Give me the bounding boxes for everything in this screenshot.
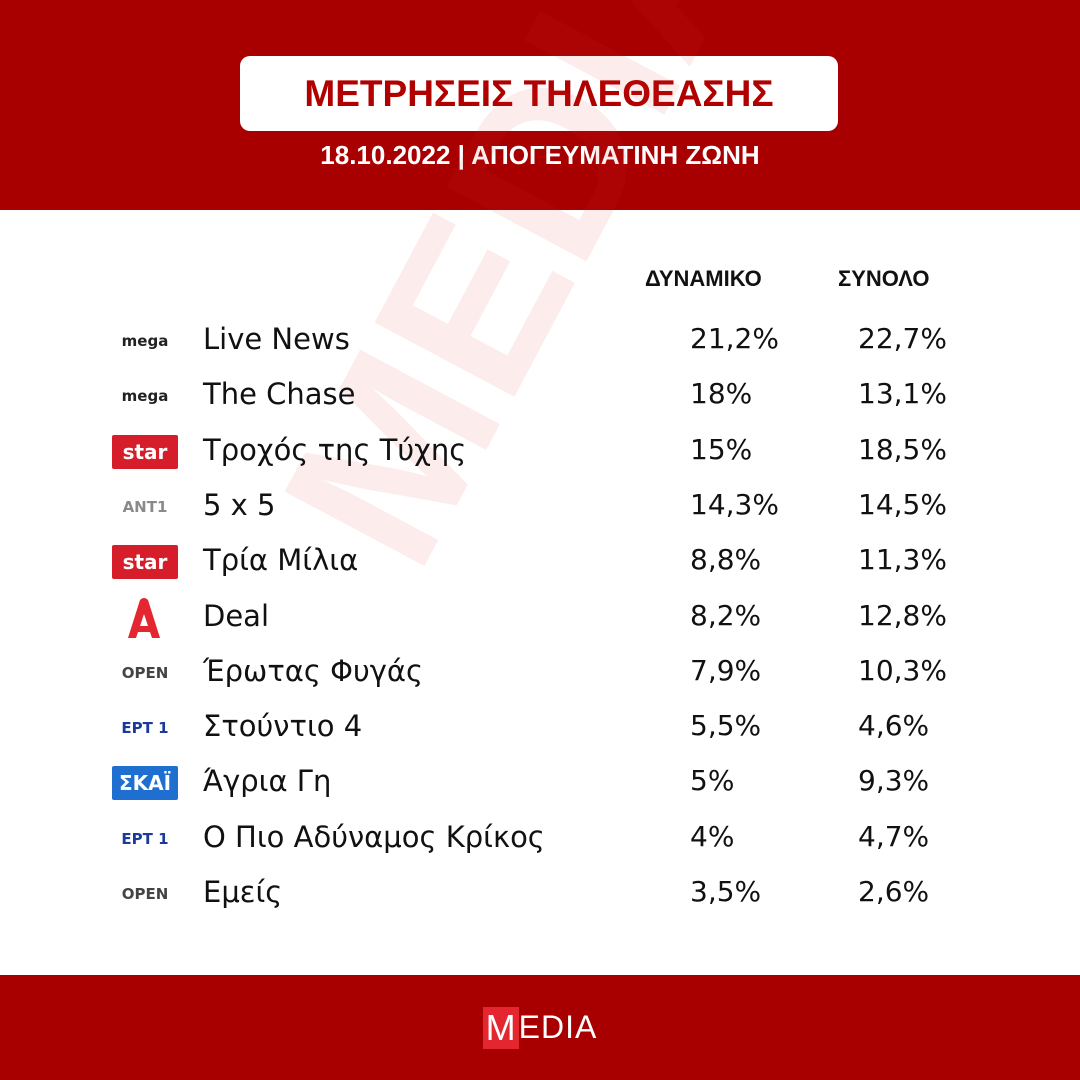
rating-value: 14,3% [690,487,779,521]
show-name: Στούντιο 4 [203,709,363,744]
channel-logo: ANT1 [122,497,168,516]
rating-value: 12,8% [858,598,947,632]
show-name: Ο Πιο Αδύναμος Κρίκος [203,819,545,854]
show-name: Deal [203,598,270,633]
table-row: ΕΡΤ 1 Στούντιο 4 5,5% 4,6% [0,703,1080,753]
logo-shape [128,597,160,638]
rating-value: 4% [690,819,735,853]
channel-logo: ΣΚΑΪ [112,766,178,801]
table-row: star Τροχός της Τύχης 15% 18,5% [0,427,1080,477]
rating-value: 15% [690,432,753,466]
table-row: Deal 8,2% 12,8% [0,593,1080,643]
show-name: The Chase [203,377,356,412]
rating-value: 2,6% [858,875,930,908]
show-name: Εμείς [203,875,283,909]
rating-value: 11,3% [858,543,947,577]
rating-value: 14,5% [858,487,947,521]
rating-value: 22,7% [858,322,947,355]
rating-value: 13,1% [858,377,947,411]
rating-value: 18,5% [858,432,947,466]
show-name: Live News [203,322,350,356]
show-name: Τρία Μίλια [203,543,359,578]
rating-value: 7,9% [690,653,762,687]
rating-value: 8,2% [690,598,762,632]
subtitle: 18.10.2022 | ΑΠΟΓΕΥΜΑΤΙΝΗ ΖΩΝΗ [320,140,760,170]
rating-value: 5,5% [690,709,762,743]
show-name: Τροχός της Τύχης [203,432,467,467]
table-row: mega Live News 21,2% 22,7% [0,316,1080,366]
show-name: 5 x 5 [203,487,276,522]
rating-value: 5% [690,764,735,798]
channel-logo: OPEN [121,663,169,682]
rating-value: 4,7% [858,819,930,853]
footer: M EDIA [0,975,1080,1080]
rating-value: 8,8% [690,543,762,577]
channel-logo: star [112,545,178,580]
table-row: mega The Chase 18% 13,1% [0,371,1080,421]
title: ΜΕΤΡΗΣΕΙΣ ΤΗΛΕΘΕΑΣΗΣ [304,72,774,114]
channel-logo: mega [121,387,169,406]
channel-logo: star [112,434,178,469]
table-row: ΣΚΑΪ Άγρια Γη 5% 9,3% [0,758,1080,808]
channel-logo: mega [121,332,169,350]
table-row: ANT1 5 x 5 14,3% 14,5% [0,482,1080,532]
rating-value: 21,2% [690,322,779,355]
rating-value: 10,3% [858,653,947,687]
column-header: ΣΥΝΟΛΟ [838,266,930,291]
header-band: ΜΕΤΡΗΣΕΙΣ ΤΗΛΕΘΕΑΣΗΣ 18.10.2022 | ΑΠΟΓΕΥ… [0,0,1080,210]
channel-logo [128,597,160,638]
rating-value: 3,5% [690,875,762,908]
show-name: Έρωτας Φυγάς [203,653,424,688]
channel-logo: ΕΡΤ 1 [121,829,169,848]
title-box: ΜΕΤΡΗΣΕΙΣ ΤΗΛΕΘΕΑΣΗΣ [240,56,838,131]
channel-logo: ΕΡΤ 1 [121,719,169,738]
footer-logo-mark: M [482,1006,519,1049]
rating-value: 9,3% [858,764,930,798]
show-name: Άγρια Γη [203,764,332,799]
table-row: ΕΡΤ 1 Ο Πιο Αδύναμος Κρίκος 4% 4,7% [0,814,1080,864]
footer-logo-text: EDIA [518,1009,598,1045]
table-row: star Τρία Μίλια 8,8% 11,3% [0,537,1080,587]
table-row: OPEN Εμείς 3,5% 2,6% [0,869,1080,919]
channel-logo: OPEN [121,885,169,903]
rating-value: 4,6% [858,709,930,743]
table-row: OPEN Έρωτας Φυγάς 7,9% 10,3% [0,648,1080,698]
rating-value: 18% [690,377,753,411]
column-header: ΔΥΝΑΜΙΚΟ [645,266,762,291]
